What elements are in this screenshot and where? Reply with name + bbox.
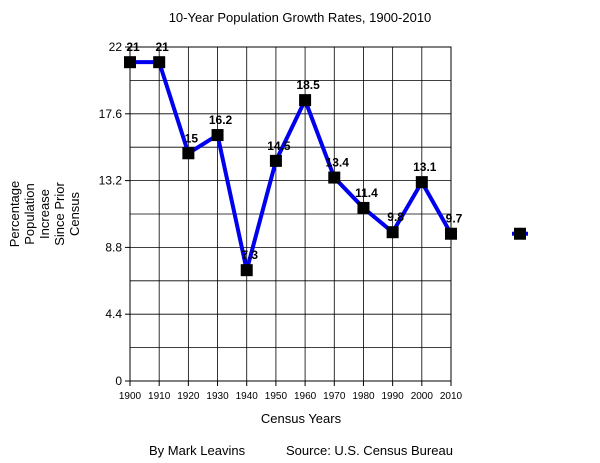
data-label: 14.5 <box>267 139 291 153</box>
author-credit: By Mark Leavins <box>149 443 246 458</box>
x-axis-title: Census Years <box>261 411 342 426</box>
y-tick-label: 13.2 <box>99 174 123 188</box>
y-tick-label: 22 <box>109 40 123 54</box>
x-tick-label: 1980 <box>352 391 375 402</box>
grid-lines <box>129 46 452 382</box>
x-tick-label: 1960 <box>294 391 317 402</box>
y-tick-label: 4.4 <box>105 307 122 321</box>
data-point <box>182 147 195 160</box>
data-series: 21 21 15 16.2 7.3 14.5 18.5 13.4 11.4 9.8 13.1 9.7 <box>124 40 463 277</box>
data-label: 7.3 <box>241 248 258 262</box>
y-axis-title-line: Population <box>22 183 37 244</box>
data-label: 16.2 <box>209 113 233 127</box>
series-line <box>130 60 453 273</box>
x-tick-label: 1900 <box>119 391 142 402</box>
y-tick-label: 17.6 <box>99 107 123 121</box>
x-tick-label: 1930 <box>206 391 229 402</box>
data-point <box>357 201 370 214</box>
data-label: 15 <box>185 131 199 145</box>
x-axis-ticks: 1900 1910 1920 1930 1940 1950 1960 1970 1980 1990… <box>119 381 463 402</box>
data-point <box>415 176 428 189</box>
data-point <box>124 56 136 69</box>
y-axis-title: Percentage Population Increase Since Prior C… <box>7 181 82 248</box>
x-tick-label: 2010 <box>440 391 463 402</box>
y-tick-label: 8.8 <box>105 240 122 254</box>
y-axis-title-line: Increase <box>37 189 52 239</box>
x-tick-label: 1950 <box>265 391 288 402</box>
data-label: 9.7 <box>446 212 463 226</box>
y-axis-title-line: Census <box>67 191 82 236</box>
legend-marker-sample <box>514 227 526 240</box>
data-point <box>153 56 166 69</box>
data-point <box>240 264 253 277</box>
x-tick-label: 2000 <box>411 391 434 402</box>
x-tick-label: 1920 <box>177 391 200 402</box>
x-tick-label: 1940 <box>236 391 259 402</box>
x-tick-label: 1990 <box>382 391 405 402</box>
data-label: 13.4 <box>326 156 350 170</box>
data-point <box>211 129 224 142</box>
data-label: 18.5 <box>296 78 320 92</box>
x-tick-label: 1910 <box>148 391 171 402</box>
x-tick-label: 1970 <box>323 391 346 402</box>
data-point <box>328 171 341 184</box>
data-label: 9.8 <box>387 210 404 224</box>
source-credit: Source: U.S. Census Bureau <box>286 443 453 458</box>
data-point <box>269 154 282 167</box>
y-axis-title-line: Since Prior <box>52 182 67 246</box>
chart-title: 10-Year Population Growth Rates, 1900-20… <box>169 10 432 25</box>
data-point <box>299 94 312 107</box>
data-label: 21 <box>126 40 140 54</box>
data-label: 13.1 <box>413 160 437 174</box>
y-axis-title-line: Percentage <box>7 181 22 248</box>
data-label: 11.4 <box>355 186 378 200</box>
data-point <box>445 227 457 240</box>
y-tick-label: 0 <box>115 374 122 388</box>
y-axis-ticks: 0 4.4 8.8 13.2 17.6 22 <box>99 40 130 388</box>
data-label: 21 <box>156 40 170 54</box>
legend <box>512 227 528 240</box>
data-point <box>386 226 399 239</box>
plot-area-border <box>129 46 452 382</box>
